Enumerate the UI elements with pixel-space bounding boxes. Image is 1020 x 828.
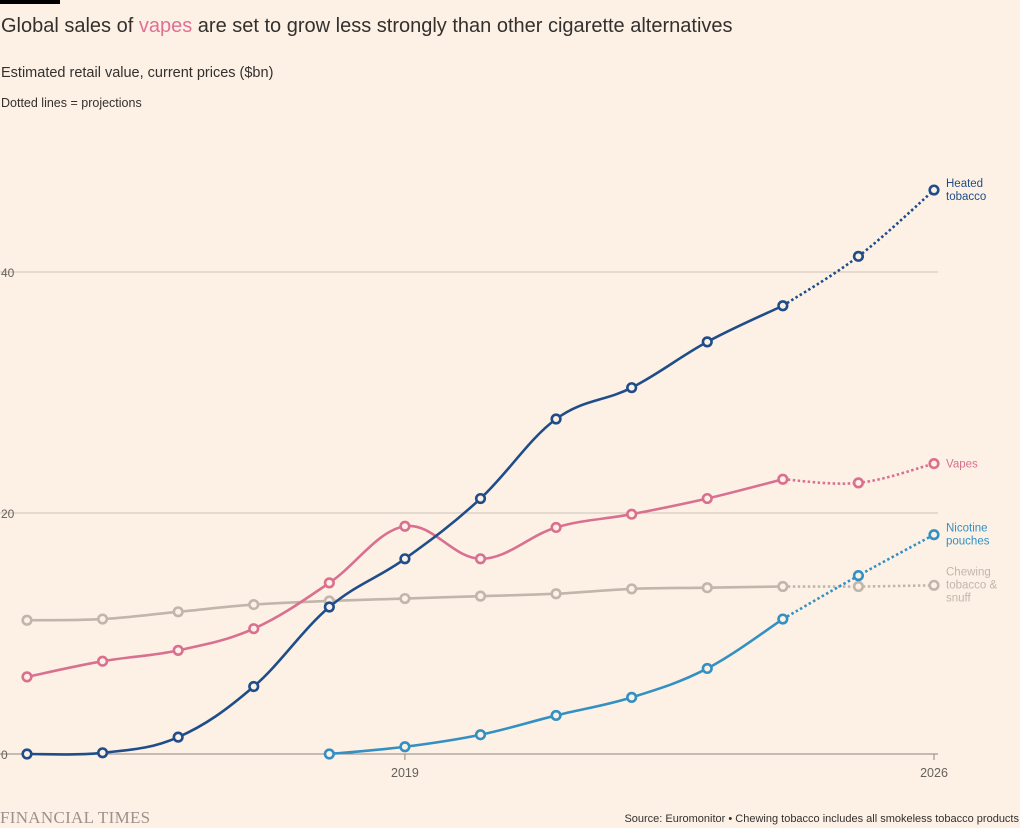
nicotine-pouches-point: [928, 529, 940, 541]
heated-tobacco-point: [550, 413, 562, 425]
nicotine-pouches-line: [328, 617, 785, 756]
heated-tobacco-projection-line: [782, 189, 935, 307]
nicotine-pouches-label: Nicotine: [946, 523, 988, 535]
nicotine-pouches-point: [701, 662, 713, 675]
chewing-tobacco-snuff-point: [852, 580, 865, 593]
vapes-point: [474, 553, 487, 565]
chewing-tobacco-snuff-point: [928, 579, 940, 591]
vapes-point: [928, 457, 940, 470]
chewing-tobacco-snuff-label: tobacco &: [946, 579, 997, 591]
vapes-line: [25, 477, 785, 679]
chewing-tobacco-snuff-point: [550, 588, 562, 600]
vapes-point: [852, 477, 865, 489]
vapes-point: [248, 623, 260, 635]
vapes-label: Vapes: [946, 459, 978, 471]
vapes-point: [550, 521, 562, 534]
nicotine-pouches-label: pouches: [946, 536, 990, 548]
chewing-tobacco-snuff-point: [474, 590, 487, 602]
x-tick-label: 2026: [920, 766, 948, 780]
top-accent-bar: [0, 0, 60, 4]
x-tick-label: 2019: [391, 766, 419, 780]
vapes-point: [96, 655, 109, 667]
chewing-tobacco-snuff-point: [777, 580, 789, 593]
ft-logo: FINANCIAL TIMES: [0, 808, 151, 827]
nicotine-pouches-point: [626, 691, 638, 703]
vapes-point: [323, 577, 335, 589]
title-highlight: vapes: [138, 15, 193, 37]
heated-tobacco-point: [701, 336, 713, 348]
nicotine-pouches-point: [323, 748, 335, 760]
chewing-tobacco-snuff-point: [96, 613, 109, 625]
heated-tobacco-label: tobacco: [946, 191, 986, 203]
y-tick-label: 0: [1, 748, 8, 762]
vapes-point: [172, 644, 184, 656]
chart-title: Global sales of vapes are set to grow le…: [1, 15, 733, 37]
source-note: Source: Euromonitor • Chewing tobacco in…: [624, 813, 1019, 825]
nicotine-pouches-point: [474, 729, 487, 741]
heated-tobacco-point: [852, 250, 865, 262]
chewing-tobacco-snuff-point: [701, 582, 713, 594]
chewing-tobacco-snuff-label: snuff: [946, 592, 972, 604]
heated-tobacco-point: [96, 747, 109, 759]
heated-tobacco-point: [928, 184, 940, 196]
chewing-tobacco-snuff-point: [399, 592, 411, 605]
chewing-tobacco-snuff-point: [626, 583, 638, 595]
vapes-point: [399, 520, 411, 532]
chewing-tobacco-snuff-point: [172, 606, 184, 618]
heated-tobacco-point: [172, 731, 184, 743]
nicotine-pouches-point: [777, 613, 789, 625]
vapes-point: [777, 473, 789, 485]
vapes-point: [701, 492, 713, 505]
heated-tobacco-point: [777, 300, 789, 312]
heated-tobacco-point: [21, 748, 33, 760]
vapes-point: [626, 508, 638, 520]
chart-subtitle: Estimated retail value, current prices (…: [1, 65, 274, 81]
heated-tobacco-point: [323, 601, 335, 613]
heated-tobacco-label: Heated: [946, 178, 983, 190]
nicotine-pouches-point: [399, 741, 411, 753]
heated-tobacco-point: [248, 680, 260, 693]
vapes-point: [21, 671, 33, 683]
chewing-tobacco-snuff-point: [21, 614, 33, 626]
nicotine-pouches-point: [550, 709, 562, 722]
chewing-tobacco-snuff-label: Chewing: [946, 566, 991, 578]
heated-tobacco-point: [626, 382, 638, 394]
y-tick-label: 40: [1, 266, 15, 280]
heated-tobacco-point: [474, 492, 487, 505]
chewing-tobacco-snuff-point: [248, 598, 260, 611]
projection-note: Dotted lines = projections: [1, 96, 142, 110]
heated-tobacco-point: [399, 553, 411, 565]
nicotine-pouches-point: [852, 570, 865, 582]
y-tick-label: 20: [1, 507, 15, 521]
